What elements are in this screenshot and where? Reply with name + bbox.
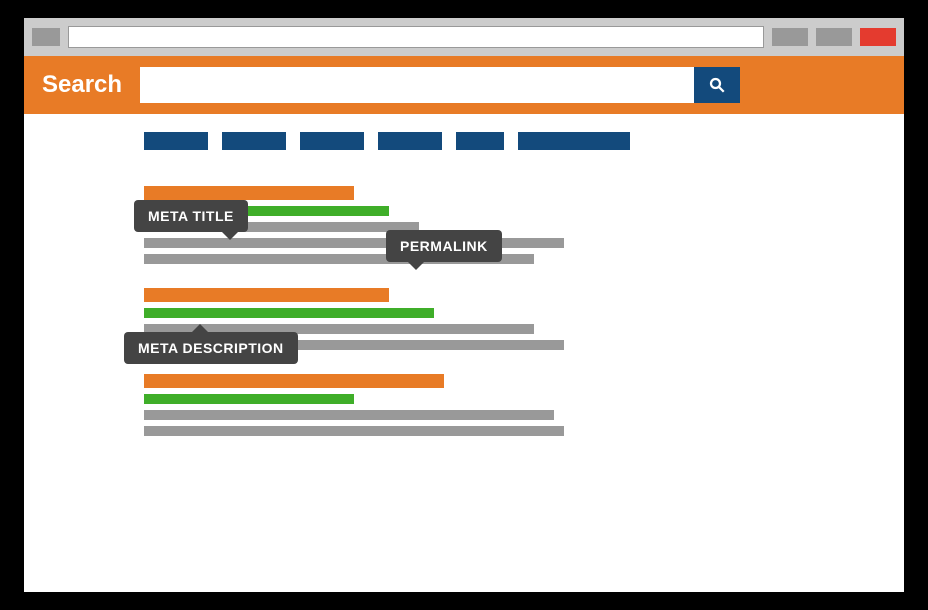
titlebar-menu-placeholder [32, 28, 60, 46]
nav-tab[interactable] [144, 132, 208, 150]
search-icon [708, 76, 726, 94]
browser-window: Search META TITLE PERMALINK META DESCRIP… [22, 16, 906, 594]
nav-tab[interactable] [378, 132, 442, 150]
callout-meta-title: META TITLE [134, 200, 248, 232]
search-results [144, 186, 904, 436]
titlebar [24, 18, 904, 56]
result-permalink-bar[interactable] [144, 394, 354, 404]
result-title-bar[interactable] [144, 186, 354, 200]
result-desc-bar [144, 426, 564, 436]
content-area [24, 114, 904, 436]
nav-tab[interactable] [300, 132, 364, 150]
nav-tab[interactable] [222, 132, 286, 150]
titlebar-close-button[interactable] [860, 28, 896, 46]
callout-meta-description: META DESCRIPTION [124, 332, 298, 364]
nav-tab[interactable] [518, 132, 630, 150]
search-result [144, 374, 904, 436]
callout-permalink: PERMALINK [386, 230, 502, 262]
titlebar-button-2[interactable] [816, 28, 852, 46]
titlebar-button-1[interactable] [772, 28, 808, 46]
callout-label: META DESCRIPTION [138, 340, 284, 356]
search-input[interactable] [140, 67, 694, 103]
search-label: Search [42, 71, 122, 99]
callout-label: META TITLE [148, 208, 234, 224]
nav-tabs [144, 132, 904, 150]
result-desc-bar [144, 410, 554, 420]
callout-label: PERMALINK [400, 238, 488, 254]
result-title-bar[interactable] [144, 374, 444, 388]
search-box [140, 67, 740, 103]
nav-tab[interactable] [456, 132, 504, 150]
search-result [144, 186, 904, 264]
result-title-bar[interactable] [144, 288, 389, 302]
search-bar: Search [24, 56, 904, 114]
url-bar[interactable] [68, 26, 764, 48]
result-permalink-bar[interactable] [144, 308, 434, 318]
search-button[interactable] [694, 67, 740, 103]
